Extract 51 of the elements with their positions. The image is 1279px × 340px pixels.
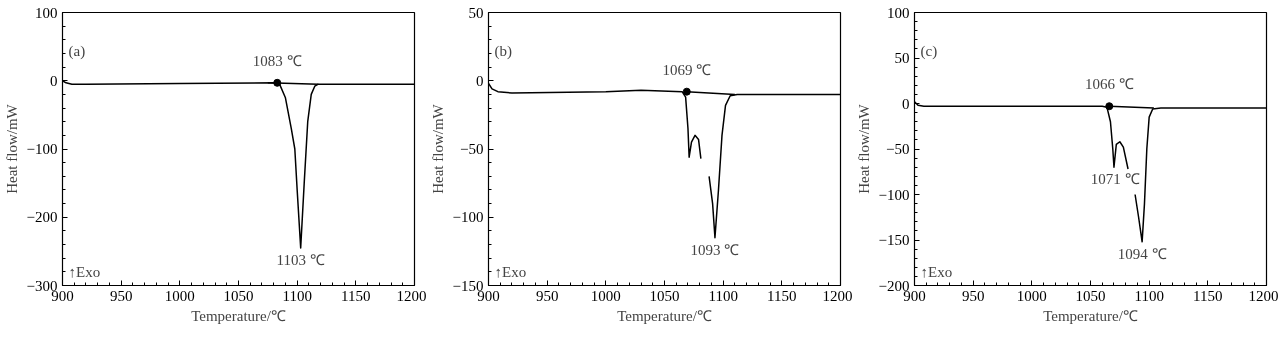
- y-tick-label: 100: [35, 4, 58, 21]
- annotation: 1094 ℃: [1117, 245, 1167, 262]
- y-axis-title: Heat flow/mW: [429, 103, 446, 194]
- y-tick-label: −200: [26, 209, 58, 226]
- x-tick-label: 1200: [396, 287, 427, 304]
- x-tick-label: 1100: [1134, 287, 1164, 304]
- annotation: (a): [68, 42, 86, 60]
- x-tick-label: 1050: [223, 287, 254, 304]
- x-tick-label: 1200: [1248, 287, 1279, 304]
- x-axis-title: Temperature/℃: [617, 307, 712, 324]
- y-tick-label: 50: [894, 50, 910, 66]
- x-tick-label: 1150: [1193, 287, 1223, 304]
- x-tick-label: 950: [535, 287, 559, 304]
- x-tick-label: 1000: [164, 287, 195, 304]
- y-tick-label: 0: [50, 72, 58, 89]
- annotation: 1093 ℃: [690, 241, 740, 258]
- y-tick-label: −100: [452, 209, 484, 226]
- annotation: 1069 ℃: [662, 61, 712, 78]
- x-tick-label: 1100: [708, 287, 738, 304]
- annotation: ↑Exo: [494, 263, 527, 280]
- y-tick-label: 50: [468, 4, 484, 21]
- y-tick-label: 0: [902, 95, 910, 112]
- x-axis-title: Temperature/℃: [191, 307, 286, 324]
- y-axis-title: Heat flow/mW: [855, 103, 872, 194]
- x-tick-label: 950: [109, 287, 133, 304]
- x-tick-label: 1000: [1016, 287, 1047, 304]
- y-tick-label: −100: [878, 186, 910, 203]
- annotation: 1071 ℃: [1090, 171, 1140, 188]
- y-tick-label: 100: [887, 4, 910, 21]
- x-tick-label: 1050: [1075, 287, 1106, 304]
- x-tick-label: 1050: [649, 287, 680, 304]
- y-tick-label: −50: [460, 141, 484, 157]
- x-tick-label: 1000: [590, 287, 621, 304]
- x-tick-label: 1150: [767, 287, 797, 304]
- y-tick-label: −50: [886, 141, 910, 157]
- annotation: 1083 ℃: [252, 52, 302, 69]
- annotation: (b): [494, 42, 512, 60]
- x-tick-label: 1150: [341, 287, 371, 304]
- annotation: 1066 ℃: [1084, 76, 1134, 93]
- x-axis-title: Temperature/℃: [1043, 307, 1138, 324]
- x-tick-label: 950: [961, 287, 985, 304]
- annotation: ↑Exo: [68, 263, 101, 280]
- y-tick-label: 0: [476, 72, 484, 89]
- x-tick-label: 1200: [822, 287, 853, 304]
- y-tick-label: −150: [878, 232, 910, 248]
- x-tick-label: 1100: [282, 287, 312, 304]
- y-tick-label: −100: [26, 141, 58, 157]
- annotation: (c): [920, 42, 938, 60]
- annotation: ↑Exo: [920, 263, 953, 280]
- y-axis-title: Heat flow/mW: [3, 103, 20, 194]
- annotation: 1103 ℃: [276, 251, 325, 268]
